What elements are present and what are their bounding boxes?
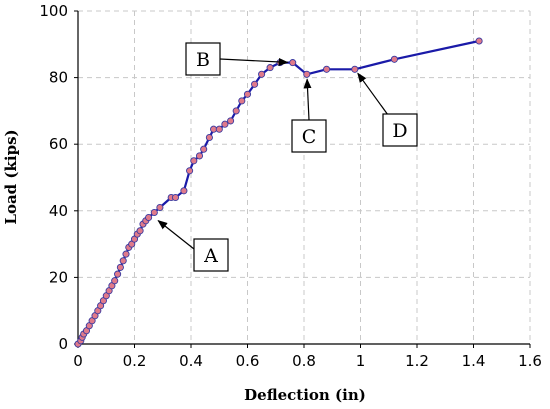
data-point xyxy=(227,117,235,125)
data-point xyxy=(258,70,266,78)
data-point xyxy=(289,59,297,67)
data-point xyxy=(243,90,252,98)
x-tick-label: 1.2 xyxy=(405,352,429,370)
data-point xyxy=(200,145,208,153)
x-tick-label: 0 xyxy=(73,352,83,370)
annotation-b: B xyxy=(185,42,289,76)
data-point xyxy=(111,277,119,285)
grid-lines xyxy=(78,10,531,344)
data-point xyxy=(136,227,144,235)
y-tick-label: 40 xyxy=(49,202,68,220)
x-tick-label: 0.6 xyxy=(236,352,260,370)
axes xyxy=(74,10,531,348)
data-point xyxy=(195,152,204,160)
annotation-label: D xyxy=(392,120,407,142)
annotation-box xyxy=(291,119,327,153)
x-tick-label: 1.4 xyxy=(462,352,486,370)
y-tick-label: 100 xyxy=(39,2,68,20)
data-point xyxy=(119,257,127,265)
annotation-arrow xyxy=(303,78,312,121)
data-points xyxy=(74,37,483,348)
data-point xyxy=(116,263,124,271)
data-point xyxy=(266,64,274,72)
data-point xyxy=(232,107,240,115)
y-tick-label: 60 xyxy=(49,135,68,153)
x-tick-label: 1.6 xyxy=(518,352,542,370)
annotation-label: C xyxy=(302,126,317,148)
data-point xyxy=(351,65,359,73)
data-point xyxy=(186,167,194,175)
x-tick-label: 0.4 xyxy=(179,352,203,370)
y-axis-title: Load (kips) xyxy=(2,129,20,224)
annotation-c: C xyxy=(291,78,327,153)
data-point xyxy=(145,213,153,222)
series-line-path xyxy=(77,39,480,345)
annotation-a: A xyxy=(157,219,229,272)
x-tick-label: 0.8 xyxy=(292,352,316,370)
data-point xyxy=(205,133,213,142)
annotation-arrow xyxy=(357,72,389,116)
annotation-box xyxy=(382,113,418,147)
data-point xyxy=(122,250,130,258)
annotation-arrow xyxy=(157,219,195,250)
annotation-box xyxy=(185,42,221,76)
x-tick-label: 1 xyxy=(356,352,366,370)
data-point xyxy=(475,37,483,45)
data-point xyxy=(180,187,188,195)
data-point xyxy=(171,193,180,202)
annotation-label: B xyxy=(196,49,210,71)
data-point xyxy=(190,157,198,165)
data-point xyxy=(390,55,398,63)
y-tick-label: 80 xyxy=(49,69,68,87)
x-axis-title: Deflection (in) xyxy=(244,386,366,404)
data-point xyxy=(215,125,223,133)
y-tick-label: 20 xyxy=(49,268,68,286)
series-line xyxy=(77,39,480,345)
data-point xyxy=(221,120,229,128)
y-tick-label: 0 xyxy=(58,335,68,353)
tick-labels: 0 0.2 0.4 0.6 0.8 1 1.2 1.4 1.6 0 20 40 60 80 100 xyxy=(39,2,542,370)
data-point xyxy=(323,65,331,73)
annotations: A B C D xyxy=(157,42,418,272)
annotation-arrow xyxy=(219,57,289,66)
x-tick-label: 0.2 xyxy=(123,352,147,370)
annotation-label: A xyxy=(203,245,218,267)
annotation-d: D xyxy=(357,72,418,147)
data-point xyxy=(251,80,259,88)
data-point xyxy=(114,270,122,278)
data-point xyxy=(150,208,158,217)
data-point xyxy=(303,70,311,78)
data-point xyxy=(156,203,164,212)
annotation-box xyxy=(193,238,229,272)
data-point xyxy=(238,97,246,105)
